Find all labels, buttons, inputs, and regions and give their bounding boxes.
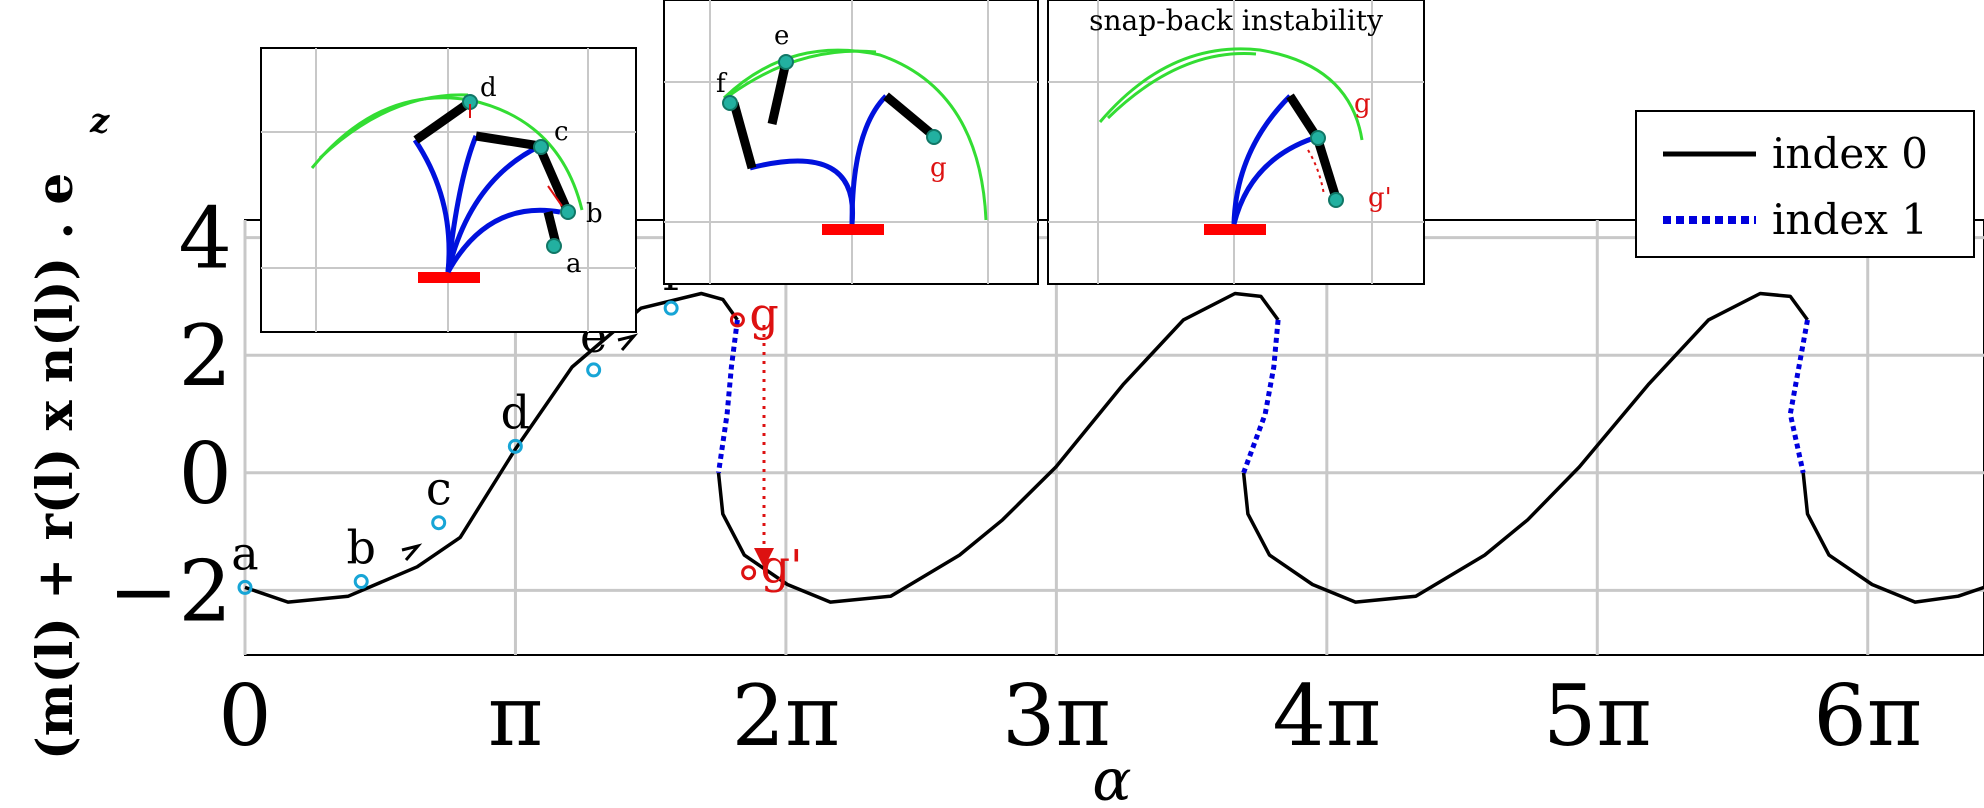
y-tick-label: 0 <box>179 425 232 523</box>
point-marker-e <box>586 362 602 378</box>
point-label-g: g <box>749 287 778 341</box>
series-line-index-0 <box>716 291 1280 604</box>
point-marker-b <box>353 574 369 590</box>
point-marker-g' <box>741 565 757 581</box>
point-marker-f <box>663 300 679 316</box>
series-line-index-0 <box>244 291 739 604</box>
x-tick-label: 6π <box>1813 667 1922 765</box>
x-tick-label: 3π <box>1002 667 1111 765</box>
point-label-g': g' <box>761 540 803 594</box>
point-marker-g <box>729 312 745 328</box>
x-axis-label: α <box>1092 746 1131 808</box>
snap-back-arrow <box>754 325 774 568</box>
y-axis-label: (m(l) + r(l) x n(l)) . e <box>25 173 84 760</box>
x-tick-labels: 0 π 2π 3π 4π 5π 6π <box>218 667 1922 765</box>
point-marker-a <box>237 579 253 595</box>
inset-2-label-g: g <box>930 153 947 183</box>
point-label-a: a <box>231 526 258 580</box>
x-tick-label: 2π <box>732 667 841 765</box>
y-tick-labels: −2 0 2 4 <box>108 190 232 641</box>
point-marker-d <box>507 438 523 454</box>
y-tick-label: 2 <box>179 307 232 405</box>
series-line-index-0 <box>1801 472 1984 604</box>
direction-arrow <box>401 333 639 561</box>
x-tick-label: 5π <box>1543 667 1652 765</box>
point-label-c: c <box>426 462 452 516</box>
point-label-d: d <box>501 385 530 439</box>
inset-1-label-b: b <box>586 199 603 229</box>
y-tick-label: −2 <box>108 542 232 640</box>
point-marker-c <box>431 515 447 531</box>
x-tick-label: π <box>488 667 543 765</box>
series-line-index-1 <box>1241 319 1281 474</box>
inset-2-label-f: f <box>716 69 728 99</box>
legend: index 0 index 1 <box>1635 110 1975 258</box>
inset-1-label-a: a <box>566 249 582 279</box>
inset-1-label-c: c <box>554 117 569 147</box>
inset-1-label-d: d <box>480 73 497 103</box>
inset-3-label-g: g <box>1354 89 1371 119</box>
y-axis-subscript: z <box>89 101 110 141</box>
x-tick-label: 4π <box>1272 667 1381 765</box>
y-axis-label-group: (m(l) + r(l) x n(l)) . e <box>25 173 84 760</box>
curve-layer <box>244 291 1984 604</box>
point-label-b: b <box>346 521 375 575</box>
inset-3: snap-back instability g g' <box>1047 0 1425 285</box>
marker-layer: abcdefgg' <box>231 247 803 595</box>
x-tick-label: 0 <box>218 667 271 765</box>
inset-2-label-e: e <box>774 21 789 51</box>
inset-3-title: snap-back instability <box>1089 4 1383 37</box>
series-line-index-0 <box>1241 291 1809 604</box>
y-tick-label: 4 <box>179 190 232 288</box>
inset-2: e f g <box>663 0 1039 285</box>
inset-1: d c b a <box>260 47 637 333</box>
legend-label-index-0: index 0 <box>1772 129 1928 178</box>
legend-label-index-1: index 1 <box>1772 195 1928 244</box>
inset-3-label-g-prime: g' <box>1368 183 1392 213</box>
